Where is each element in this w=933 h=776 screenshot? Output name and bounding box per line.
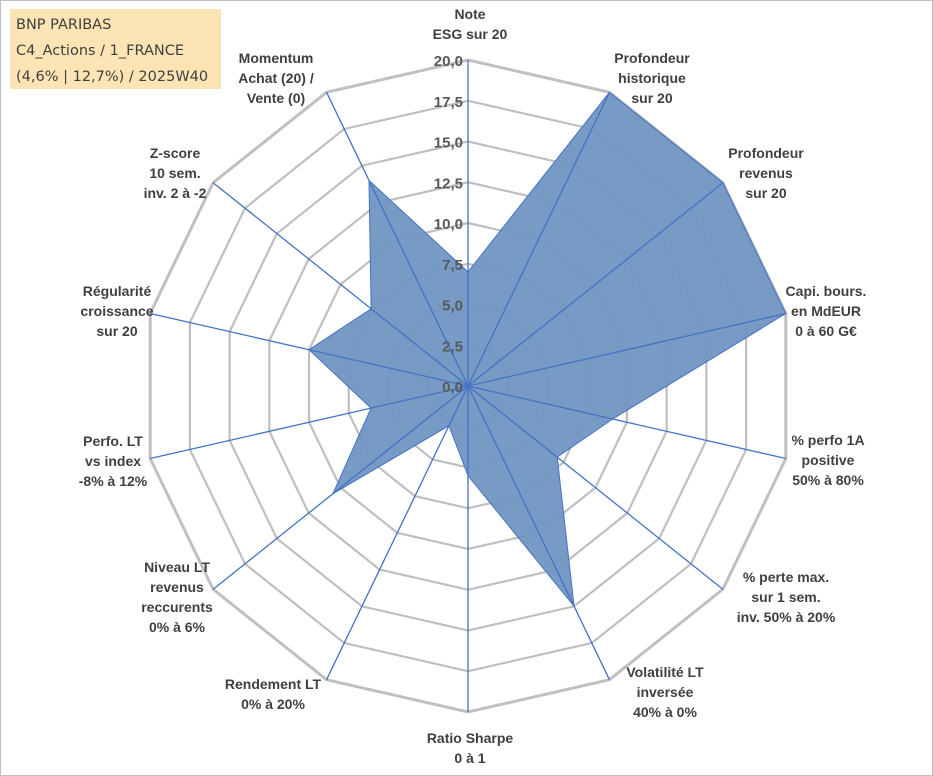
axis-spoke-6 bbox=[467, 385, 611, 680]
axis-label-line: 10 sem. bbox=[149, 165, 200, 181]
axis-label-line: reccurents bbox=[141, 599, 213, 615]
axis-label-line: inv. 2 à -2 bbox=[144, 185, 207, 201]
axis-label-line: inversée bbox=[637, 684, 694, 700]
axis-spoke-2 bbox=[467, 182, 724, 387]
axis-label-line: Perfo. LT bbox=[83, 433, 143, 449]
axis-label-line: sur 1 sem. bbox=[751, 589, 820, 605]
tick-label: 17,5 bbox=[434, 94, 463, 111]
axis-spoke-4 bbox=[467, 385, 786, 460]
tick-label: 7,5 bbox=[442, 257, 463, 274]
tick-label: 15,0 bbox=[434, 135, 463, 152]
axis-label-line: sur 20 bbox=[96, 323, 137, 339]
axis-label-line: Rendement LT bbox=[225, 676, 322, 692]
series-area bbox=[308, 91, 787, 608]
axis-label-line: positive bbox=[802, 452, 855, 468]
tick-label: 5,0 bbox=[442, 298, 463, 315]
axis-spoke-12 bbox=[212, 182, 469, 387]
axis-label-line: Note bbox=[454, 6, 485, 22]
axis-spoke-10 bbox=[150, 385, 469, 460]
axis-label-line: Momentum bbox=[239, 50, 314, 66]
tick-layer: 0,0 2,5 5,0 7,5 10,0 12,5 15,0 17,5 20,0 bbox=[434, 53, 463, 396]
axis-label-11: Régularité croissance sur 20 bbox=[80, 283, 153, 339]
axis-label-line: revenus bbox=[739, 165, 793, 181]
tick-label: 10,0 bbox=[434, 216, 463, 233]
axis-label-4: % perfo 1A positive 50% à 80% bbox=[791, 432, 864, 488]
axis-label-line: 0% à 6% bbox=[149, 619, 206, 635]
axis-label-6: Volatilité LT inversée 40% à 0% bbox=[626, 664, 704, 720]
axis-label-line: -8% à 12% bbox=[79, 473, 148, 489]
axis-label-line: Profondeur bbox=[728, 145, 804, 161]
tick-label: 0,0 bbox=[442, 379, 463, 396]
axis-label-10: Perfo. LT vs index -8% à 12% bbox=[79, 433, 148, 489]
axis-label-line: 0 à 1 bbox=[454, 750, 485, 766]
axis-label-13: Momentum Achat (20) / Vente (0) bbox=[238, 50, 314, 106]
axis-label-line: Vente (0) bbox=[247, 90, 305, 106]
axis-label-5: % perte max. sur 1 sem. inv. 50% à 20% bbox=[737, 569, 836, 625]
axis-label-line: 40% à 0% bbox=[633, 704, 697, 720]
axis-spoke-13 bbox=[325, 92, 469, 387]
axis-spoke-1 bbox=[467, 92, 611, 387]
axis-label-7: Ratio Sharpe 0 à 1 bbox=[427, 730, 514, 766]
axis-label-line: ESG sur 20 bbox=[433, 26, 508, 42]
axis-label-line: 0 à 60 G€ bbox=[795, 323, 857, 339]
axis-label-3: Capi. bours. en MdEUR 0 à 60 G€ bbox=[786, 283, 867, 339]
axis-label-line: Volatilité LT bbox=[626, 664, 704, 680]
axis-label-1: Profondeur historique sur 20 bbox=[614, 50, 690, 106]
axis-label-line: sur 20 bbox=[631, 90, 672, 106]
axis-label-line: revenus bbox=[150, 579, 204, 595]
axis-label-line: Régularité bbox=[83, 283, 152, 299]
axis-label-line: % perte max. bbox=[743, 569, 829, 585]
axis-spoke-3 bbox=[467, 312, 786, 387]
axis-label-8: Rendement LT 0% à 20% bbox=[225, 676, 322, 712]
axis-label-layer: Note ESG sur 20 Profondeur historique sur 20… bbox=[79, 6, 867, 766]
axis-label-12: Z-score 10 sem. inv. 2 à -2 bbox=[144, 145, 207, 201]
axis-label-line: Niveau LT bbox=[144, 559, 210, 575]
axis-label-line: Profondeur bbox=[614, 50, 690, 66]
axis-label-line: sur 20 bbox=[745, 185, 786, 201]
axis-label-line: Achat (20) / bbox=[238, 70, 314, 86]
tick-label: 2,5 bbox=[442, 338, 463, 355]
axis-spoke-9 bbox=[212, 385, 469, 590]
axis-spoke-5 bbox=[467, 385, 724, 590]
tick-label: 12,5 bbox=[434, 175, 463, 192]
axis-label-0: Note ESG sur 20 bbox=[433, 6, 508, 42]
axis-label-line: historique bbox=[618, 70, 686, 86]
axis-spoke-11 bbox=[150, 312, 469, 387]
axis-label-line: 50% à 80% bbox=[792, 472, 864, 488]
axis-label-line: croissance bbox=[80, 303, 153, 319]
tick-label: 20,0 bbox=[434, 53, 463, 70]
axis-label-line: Capi. bours. bbox=[786, 283, 867, 299]
spoke-layer bbox=[150, 60, 786, 712]
axis-label-2: Profondeur revenus sur 20 bbox=[728, 145, 804, 201]
chart-title-box: BNP PARIBAS C4_Actions / 1_FRANCE (4,6% … bbox=[10, 9, 221, 89]
axis-label-line: % perfo 1A bbox=[791, 432, 864, 448]
axis-label-line: vs index bbox=[85, 453, 141, 469]
axis-label-9: Niveau LT revenus reccurents 0% à 6% bbox=[141, 559, 213, 635]
axis-spoke-8 bbox=[325, 385, 469, 680]
axis-label-line: 0% à 20% bbox=[241, 696, 305, 712]
chart-title-line-3: (4,6% | 12,7%) / 2025W40 bbox=[16, 69, 209, 85]
axis-label-line: Ratio Sharpe bbox=[427, 730, 514, 746]
chart-title-line-1: BNP PARIBAS bbox=[16, 17, 112, 33]
axis-label-line: inv. 50% à 20% bbox=[737, 609, 836, 625]
chart-title-line-2: C4_Actions / 1_FRANCE bbox=[16, 43, 185, 59]
axis-label-line: Z-score bbox=[150, 145, 201, 161]
series-layer bbox=[308, 91, 787, 608]
axis-label-line: en MdEUR bbox=[791, 303, 861, 319]
